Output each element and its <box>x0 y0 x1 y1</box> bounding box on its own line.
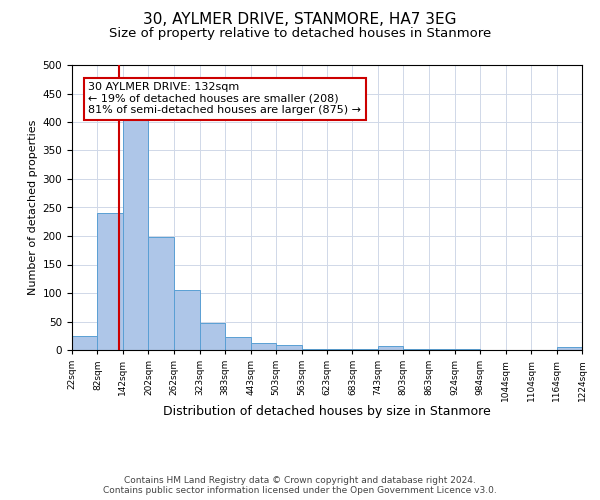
Bar <box>327 349 352 350</box>
Bar <box>352 349 378 350</box>
Text: 30 AYLMER DRIVE: 132sqm
← 19% of detached houses are smaller (208)
81% of semi-d: 30 AYLMER DRIVE: 132sqm ← 19% of detache… <box>88 82 361 116</box>
Bar <box>174 290 200 350</box>
Y-axis label: Number of detached properties: Number of detached properties <box>28 120 38 295</box>
Bar <box>455 349 480 350</box>
Bar <box>251 343 276 350</box>
Text: 30, AYLMER DRIVE, STANMORE, HA7 3EG: 30, AYLMER DRIVE, STANMORE, HA7 3EG <box>143 12 457 28</box>
Bar <box>302 349 327 350</box>
Bar <box>276 346 302 350</box>
Bar <box>97 213 123 350</box>
Text: Size of property relative to detached houses in Stanmore: Size of property relative to detached ho… <box>109 28 491 40</box>
Text: Contains HM Land Registry data © Crown copyright and database right 2024.
Contai: Contains HM Land Registry data © Crown c… <box>103 476 497 495</box>
Bar <box>123 119 148 350</box>
Bar <box>148 237 174 350</box>
Bar <box>72 336 97 350</box>
Bar <box>225 338 251 350</box>
Bar <box>200 322 225 350</box>
Bar <box>557 347 582 350</box>
Bar <box>378 346 403 350</box>
Bar <box>403 349 429 350</box>
X-axis label: Distribution of detached houses by size in Stanmore: Distribution of detached houses by size … <box>163 405 491 418</box>
Bar <box>429 349 455 350</box>
